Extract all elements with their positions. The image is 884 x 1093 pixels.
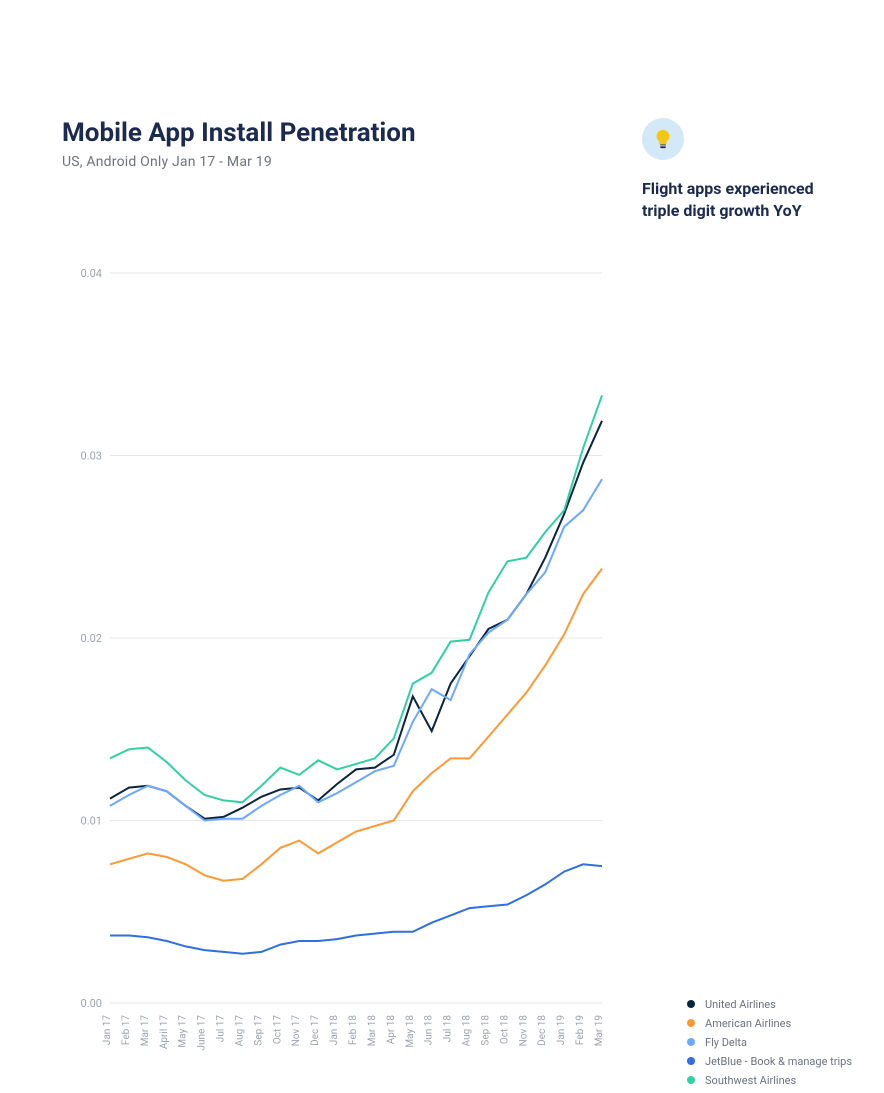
svg-text:Sep 18: Sep 18 bbox=[480, 1014, 491, 1045]
svg-text:May 18: May 18 bbox=[405, 1014, 416, 1047]
svg-text:Oct 18: Oct 18 bbox=[499, 1014, 510, 1043]
svg-text:Apr 18: Apr 18 bbox=[386, 1014, 397, 1044]
svg-text:Dec 18: Dec 18 bbox=[537, 1014, 548, 1045]
svg-text:Feb 19: Feb 19 bbox=[575, 1015, 586, 1045]
insight-text: Flight apps experienced triple digit gro… bbox=[642, 178, 842, 223]
svg-text:Aug 18: Aug 18 bbox=[462, 1014, 473, 1046]
legend-label: American Airlines bbox=[705, 1017, 791, 1030]
svg-text:0.03: 0.03 bbox=[81, 449, 102, 462]
svg-text:Mar 18: Mar 18 bbox=[367, 1014, 378, 1046]
svg-text:Jan 18: Jan 18 bbox=[329, 1014, 340, 1045]
legend-item: American Airlines bbox=[687, 1017, 852, 1030]
svg-text:Jun 18: Jun 18 bbox=[424, 1014, 435, 1045]
chart-title: Mobile App Install Penetration bbox=[62, 118, 642, 148]
legend-color-dot bbox=[687, 1038, 695, 1046]
svg-text:Sep 17: Sep 17 bbox=[253, 1014, 264, 1045]
svg-text:Mar 17: Mar 17 bbox=[140, 1014, 151, 1046]
legend-item: Fly Delta bbox=[687, 1036, 852, 1049]
legend-label: Fly Delta bbox=[705, 1036, 747, 1049]
svg-text:Jan 19: Jan 19 bbox=[556, 1015, 567, 1045]
svg-text:May 17: May 17 bbox=[178, 1014, 189, 1047]
svg-text:Aug 17: Aug 17 bbox=[234, 1014, 245, 1046]
legend-label: Southwest Airlines bbox=[705, 1074, 796, 1087]
legend-item: JetBlue - Book & manage trips bbox=[687, 1055, 852, 1068]
legend-label: United Airlines bbox=[705, 998, 776, 1011]
legend-color-dot bbox=[687, 1076, 695, 1084]
svg-text:Jul 18: Jul 18 bbox=[443, 1014, 454, 1042]
svg-text:Nov 17: Nov 17 bbox=[291, 1014, 302, 1046]
legend-color-dot bbox=[687, 1000, 695, 1008]
svg-text:Feb 18: Feb 18 bbox=[348, 1014, 359, 1044]
svg-text:Mar 19: Mar 19 bbox=[594, 1015, 605, 1046]
svg-text:0.04: 0.04 bbox=[81, 267, 102, 280]
chart-legend: United Airlines American Airlines Fly Delt… bbox=[687, 998, 852, 1093]
svg-text:0.00: 0.00 bbox=[81, 997, 102, 1010]
svg-text:Dec 17: Dec 17 bbox=[310, 1014, 321, 1045]
insight-callout: Flight apps experienced triple digit gro… bbox=[642, 118, 842, 223]
legend-item: Southwest Airlines bbox=[687, 1074, 852, 1087]
legend-color-dot bbox=[687, 1019, 695, 1027]
lightbulb-icon bbox=[642, 118, 684, 160]
legend-label: JetBlue - Book & manage trips bbox=[705, 1055, 852, 1068]
chart-subtitle: US, Android Only Jan 17 - Mar 19 bbox=[62, 154, 642, 170]
svg-text:April 17: April 17 bbox=[159, 1014, 170, 1048]
svg-text:0.02: 0.02 bbox=[81, 632, 102, 645]
svg-text:Feb 17: Feb 17 bbox=[121, 1014, 132, 1044]
line-chart: 0.00 0.01 0.02 0.03 0.04 Jan 17 Feb 17 Mar 17 Ap… bbox=[62, 263, 622, 1073]
legend-color-dot bbox=[687, 1057, 695, 1065]
svg-text:Jan 17: Jan 17 bbox=[102, 1014, 113, 1045]
legend-item: United Airlines bbox=[687, 998, 852, 1011]
svg-text:Jul 17: Jul 17 bbox=[216, 1014, 227, 1042]
svg-text:Oct 17: Oct 17 bbox=[272, 1014, 283, 1043]
svg-text:Nov 18: Nov 18 bbox=[518, 1014, 529, 1046]
svg-text:0.01: 0.01 bbox=[81, 814, 102, 827]
svg-text:June 17: June 17 bbox=[197, 1014, 208, 1050]
